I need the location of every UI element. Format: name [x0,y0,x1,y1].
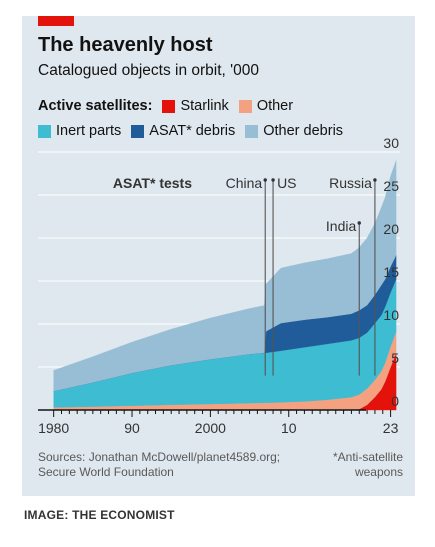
y-tick-label-15: 15 [383,264,399,280]
legend-label-starlink: Starlink [180,98,229,114]
y-tick-label-5: 5 [391,350,399,366]
legend-item-other: Other [238,98,294,114]
y-tick-label-30: 30 [383,135,399,151]
legend-item-starlink: Starlink [162,98,229,114]
annotation-label-us: US [277,175,296,191]
chart-title: The heavenly host [38,34,213,56]
source-line-1: Sources: Jonathan McDowell/planet4589.or… [38,450,281,464]
legend-item-asat-debris: ASAT* debris [131,123,235,139]
x-tick-label-10: 10 [281,420,297,436]
annotation-dot-india [357,221,361,225]
legend-label-other: Other [256,98,294,114]
legend-swatch-starlink [162,99,176,113]
image-credit: IMAGE: THE ECONOMIST [24,508,175,522]
legend-swatch-asat-debris [131,124,145,138]
x-tick-label-2000: 2000 [195,420,226,436]
legend-label-other-debris: Other debris [263,123,344,139]
legend-item-inert-parts: Inert parts [38,123,121,139]
y-tick-label-0: 0 [391,393,399,409]
legend-row-2: Inert parts ASAT* debris Other debris [38,123,353,139]
legend-label-inert-parts: Inert parts [56,123,122,139]
footnote-line-1: *Anti-satellite [332,450,403,464]
legend-label-asat-debris: ASAT* debris [149,123,236,139]
x-tick-label-1980: 1980 [38,420,69,436]
legend-row-1: Active satellites: Starlink Other [38,98,303,114]
brand-red-bar [38,16,74,26]
x-tick-label-90: 90 [124,420,140,436]
source-line-2: Secure World Foundation [38,465,174,479]
annotation-label-russia: Russia [329,175,372,191]
annotation-dot-china [263,178,267,182]
footnote: *Anti-satellite weapons [333,450,403,480]
legend-item-other-debris: Other debris [245,123,343,139]
legend-swatch-inert-parts [38,124,51,138]
source-note: Sources: Jonathan McDowell/planet4589.or… [38,450,280,480]
annotation-label-china: China [226,175,263,191]
x-tick-label-23: 23 [383,420,399,436]
y-tick-label-20: 20 [383,221,399,237]
footnote-line-2: weapons [354,465,403,479]
legend-swatch-other-debris [245,124,259,138]
y-tick-label-25: 25 [383,178,399,194]
annotation-dot-russia [373,178,377,182]
legend-heading: Active satellites: [38,98,153,114]
legend-swatch-other [238,99,252,113]
annotation-dot-us [271,178,275,182]
annotation-label-india: India [326,218,357,234]
asat-tests-heading: ASAT* tests [113,175,192,191]
y-tick-label-10: 10 [383,307,399,323]
chart-subtitle: Catalogued objects in orbit, '000 [38,62,259,79]
